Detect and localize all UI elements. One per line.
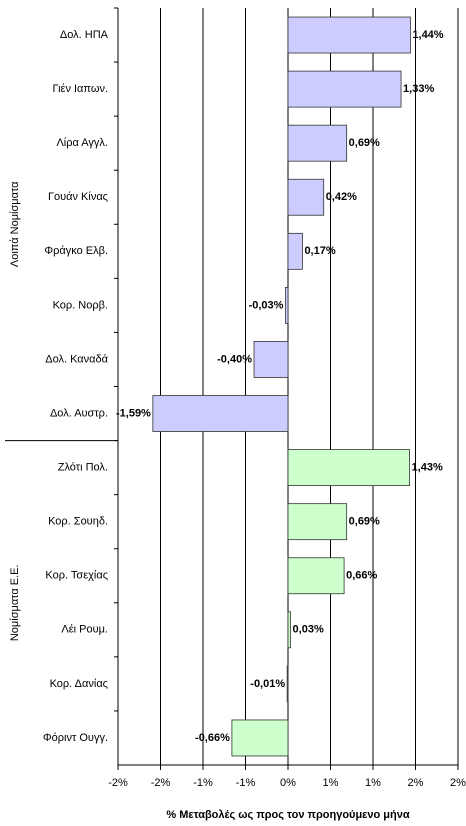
x-axis-label: % Μεταβολές ως προς τον προηγούμενο μήνα bbox=[166, 809, 409, 821]
category-label: Δολ. Αυστρ. bbox=[50, 407, 108, 419]
value-label: 0,42% bbox=[326, 191, 357, 203]
value-label: -0,40% bbox=[217, 353, 252, 365]
category-label: Φόριντ Ουγγ. bbox=[43, 732, 108, 744]
category-label: Φράγκο Ελβ. bbox=[44, 245, 108, 257]
value-label: 1,44% bbox=[412, 29, 443, 41]
group-label: Λοιπά Νομίσματα bbox=[9, 181, 21, 267]
bar bbox=[287, 16, 411, 54]
category-label: Κορ. Τσεχίας bbox=[45, 570, 108, 582]
bar bbox=[253, 341, 289, 378]
bar bbox=[285, 286, 289, 324]
group-label: Νομίσματα Ε.Ε. bbox=[9, 564, 21, 641]
bar bbox=[287, 557, 345, 595]
category-label: Ζλότι Πολ. bbox=[58, 462, 108, 474]
value-label: -0,66% bbox=[195, 732, 230, 744]
bar bbox=[231, 719, 289, 757]
x-tick-label: -2% bbox=[108, 777, 128, 789]
bar bbox=[287, 70, 402, 108]
bar bbox=[287, 232, 303, 270]
bar bbox=[287, 449, 410, 487]
x-tick-label: 0% bbox=[280, 777, 296, 789]
value-label: -1,59% bbox=[116, 407, 151, 419]
bar bbox=[287, 503, 348, 541]
x-tick-label: 2% bbox=[450, 777, 466, 789]
category-label: Δολ. ΗΠΑ bbox=[60, 29, 109, 41]
bar bbox=[287, 178, 325, 216]
x-tick-label: 1% bbox=[365, 777, 381, 789]
x-tick-label: 2% bbox=[408, 777, 424, 789]
bar bbox=[286, 665, 289, 703]
category-label: Λέι Ρουμ. bbox=[61, 624, 108, 636]
bar bbox=[287, 124, 348, 162]
x-tick-label: 1% bbox=[323, 777, 339, 789]
category-label: Κορ. Νορβ. bbox=[53, 299, 108, 311]
value-label: -0,01% bbox=[250, 678, 285, 690]
value-label: 0,17% bbox=[304, 245, 335, 257]
value-label: 0,69% bbox=[349, 516, 380, 528]
category-label: Κορ. Δανίας bbox=[50, 678, 108, 690]
value-label: 0,66% bbox=[346, 570, 377, 582]
category-label: Γιέν Ιαπων. bbox=[53, 83, 108, 95]
value-label: 0,69% bbox=[349, 137, 380, 149]
category-label: Λίρα Αγγλ. bbox=[56, 137, 108, 149]
value-label: -0,03% bbox=[249, 299, 284, 311]
x-tick-label: -2% bbox=[151, 777, 171, 789]
x-tick-label: -1% bbox=[193, 777, 213, 789]
value-label: 0,03% bbox=[293, 624, 324, 636]
bar bbox=[152, 395, 289, 432]
value-label: 1,33% bbox=[403, 83, 434, 95]
category-label: Δολ. Καναδά bbox=[45, 353, 108, 365]
category-label: Γουάν Κίνας bbox=[48, 191, 108, 203]
category-label: Κορ. Σουηδ. bbox=[48, 516, 108, 528]
x-tick-label: -1% bbox=[236, 777, 256, 789]
value-label: 1,43% bbox=[412, 462, 443, 474]
bar bbox=[287, 611, 291, 649]
